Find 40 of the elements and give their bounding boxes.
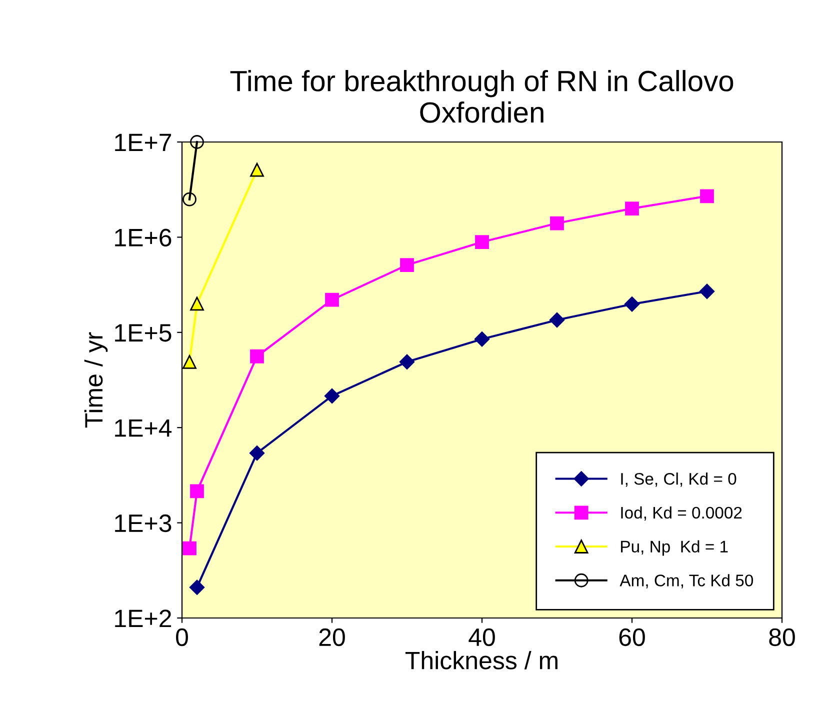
point [700,189,714,204]
y-tick-label: 1E+3 [115,514,172,532]
x-tick-label: 80 [769,628,795,646]
point [249,446,265,461]
point [182,192,196,206]
point [475,235,489,249]
point [250,162,264,177]
y-tick-label: 1E+5 [115,324,172,342]
y-tick-label: 1E+7 [115,134,172,152]
point [400,258,414,272]
legend-label: Pu, Np Kd = 1 [621,540,728,556]
x-tick-label: 0 [176,628,188,646]
point [250,349,264,364]
x-tick-label: 40 [468,628,495,646]
x-tick-label: 20 [319,628,345,646]
point [324,388,340,404]
point [189,580,205,595]
legend-label: Iod, Kd = 0.0002 [621,506,742,521]
point [474,332,490,347]
point [190,296,204,311]
point [625,202,639,216]
y-tick-label: 1E+6 [115,228,172,247]
point [399,354,415,370]
point [325,292,339,307]
y-tick-label: 1E+4 [115,419,172,437]
x-tick-label: 60 [619,628,645,646]
point [624,296,640,312]
chart-title: Time for breakthrough of RN in Callovo Oxfordien [230,70,734,123]
point [182,354,196,369]
point [549,312,565,328]
point [190,484,204,498]
y-axis-title: Time / yr [84,332,108,428]
point [182,541,196,556]
legend-label: Am, Cm, Tc Kd 50 [620,574,754,588]
point [699,284,715,299]
point [190,135,204,149]
point [550,216,564,230]
legend-label: I, Se, Cl, Kd = 0 [621,472,736,487]
y-tick-label: 1E+2 [115,610,172,628]
x-axis-title: Thickness / m [405,651,558,670]
